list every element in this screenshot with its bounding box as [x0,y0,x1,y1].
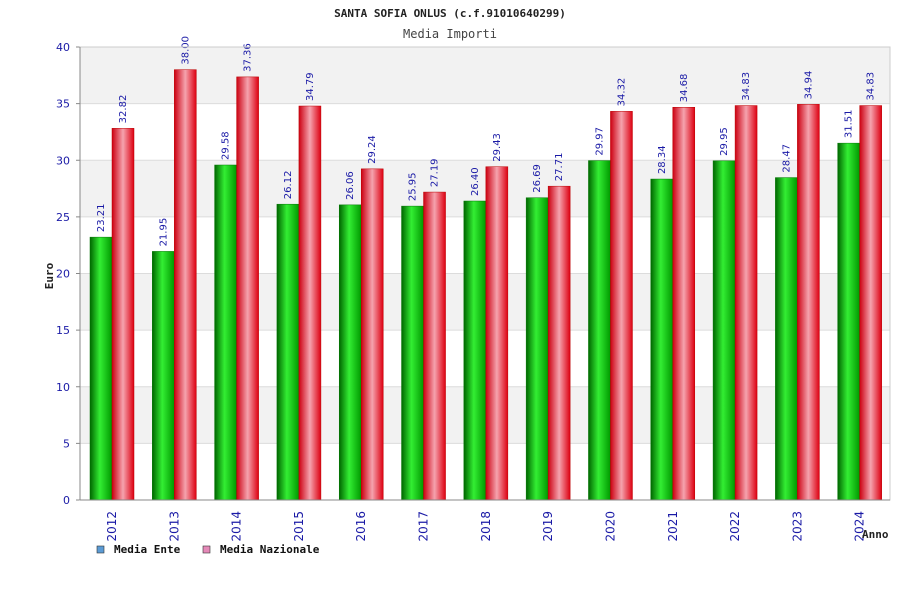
legend-label-media-nazionale: Media Nazionale [220,543,320,556]
bar-media-nazionale-2021 [672,106,696,501]
y-tick-label: 10 [56,381,70,394]
data-label: 26.12 [283,171,294,200]
x-tick-label: 2012 [105,511,119,542]
x-axis-label: Anno [862,528,889,541]
data-label: 23.21 [96,204,107,233]
data-label: 26.69 [532,164,543,193]
data-label: 29.24 [367,135,378,164]
y-tick-label: 5 [63,437,70,450]
x-tick-label: 2020 [603,511,617,542]
bar-media-nazionale-2014 [236,76,259,501]
legend-swatch-media-ente [96,545,105,554]
bar-media-nazionale-2015 [298,105,322,501]
data-label: 27.71 [554,153,565,182]
data-label: 29.43 [492,133,503,162]
bar-media-nazionale-2020 [610,111,633,501]
chart-subtitle: Media Importi [403,27,497,41]
bar-media-ente-2013 [152,251,175,501]
y-tick-label: 0 [63,494,70,507]
data-labels: 23.21 32.82 21.95 38.00 29.58 37.36 26.12 34.79… [96,36,877,246]
data-label: 34.83 [866,72,877,101]
legend: Media Ente Media Nazionale [96,543,320,556]
bar-media-ente-2014 [214,164,237,501]
bar-media-ente-2019 [525,197,549,501]
bars [89,69,882,501]
x-tick-label: 2015 [292,511,306,542]
x-tick-label: 2024 [853,511,867,542]
data-label: 37.36 [243,43,254,72]
data-label: 28.34 [657,145,668,174]
x-tick-label: 2021 [666,511,680,542]
bar-media-ente-2021 [650,178,674,501]
x-tick-label: 2016 [354,511,368,542]
x-tick-label: 2017 [417,511,431,542]
y-tick-label: 40 [56,41,70,54]
data-label: 26.40 [470,167,481,196]
data-label: 29.97 [594,127,605,156]
y-tick-label: 35 [56,98,70,111]
bar-media-nazionale-2023 [797,104,820,501]
plot-band [80,103,890,161]
bar-media-ente-2012 [89,236,113,501]
bar-media-nazionale-2013 [174,69,197,501]
x-tick-label: 2014 [230,511,244,542]
bar-media-nazionale-2019 [547,185,571,501]
x-tick-label: 2018 [479,511,493,542]
bar-media-ente-2020 [588,160,611,501]
data-label: 34.32 [616,78,627,107]
x-tick-label: 2022 [728,511,742,542]
y-axis-label: Euro [43,262,56,289]
bar-media-nazionale-2022 [734,105,758,501]
bar-media-ente-2017 [401,205,424,501]
axes: 0 5 10 15 20 25 30 35 40 2012 2013 2014 2015 2016 2017… [56,41,891,542]
legend-label-media-ente: Media Ente [114,543,181,556]
data-label: 29.58 [221,131,232,160]
data-label: 29.95 [719,127,730,156]
data-label: 27.19 [430,158,441,187]
plot-band [80,47,890,104]
data-label: 34.94 [803,71,814,100]
chart-title: SANTA SOFIA ONLUS (c.f.91010640299) [334,7,566,20]
data-label: 34.83 [741,72,752,101]
y-tick-label: 15 [56,324,70,337]
data-label: 26.06 [345,171,356,200]
bar-media-ente-2016 [338,204,362,501]
bar-media-ente-2018 [463,200,487,501]
bar-media-nazionale-2018 [485,166,509,501]
data-label: 34.79 [305,72,316,101]
x-tick-label: 2013 [167,511,181,542]
data-label: 31.51 [844,110,855,139]
data-label: 38.00 [180,36,191,65]
bar-media-ente-2024 [837,142,860,501]
bar-media-ente-2022 [712,160,736,501]
y-tick-label: 30 [56,154,70,167]
bar-media-nazionale-2017 [423,191,446,501]
bar-media-ente-2015 [276,203,300,501]
data-label: 32.82 [118,95,129,124]
x-tick-label: 2019 [541,511,555,542]
y-tick-label: 20 [56,268,70,281]
data-label: 25.95 [408,172,419,201]
bar-media-nazionale-2016 [360,168,384,501]
bar-media-nazionale-2024 [859,105,882,501]
x-tick-label: 2023 [790,511,804,542]
data-label: 34.68 [679,74,690,103]
bar-media-ente-2023 [775,177,798,501]
y-tick-label: 25 [56,211,70,224]
legend-swatch-media-nazionale [202,545,211,554]
bar-media-nazionale-2012 [111,128,135,501]
data-label: 28.47 [781,144,792,173]
data-label: 21.95 [158,218,169,247]
